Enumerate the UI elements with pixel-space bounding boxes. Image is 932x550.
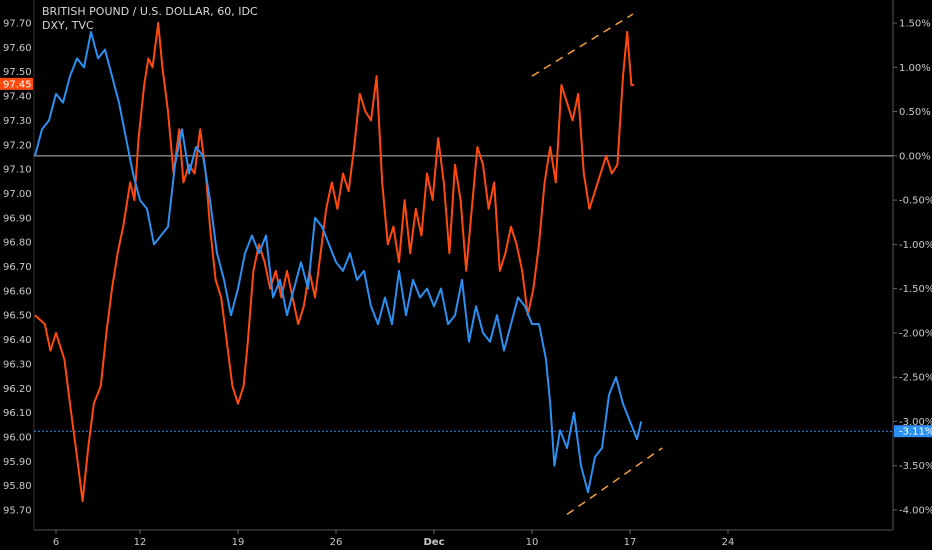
right-tick-label: -2.50% bbox=[899, 373, 932, 384]
left-tick-label: 96.60 bbox=[3, 286, 32, 297]
right-tick-label: 0.50% bbox=[899, 107, 931, 118]
left-tick-label: 96.10 bbox=[3, 408, 32, 419]
right-tick-label: 0.00% bbox=[899, 151, 931, 162]
left-tick-label: 96.00 bbox=[3, 432, 32, 443]
left-tick-label: 97.10 bbox=[3, 165, 32, 176]
left-tick-label: 96.50 bbox=[3, 311, 32, 322]
x-tick-label: 26 bbox=[330, 537, 343, 548]
x-tick-label: 12 bbox=[134, 537, 147, 548]
left-tick-label: 97.50 bbox=[3, 67, 32, 78]
left-tick-label: 96.20 bbox=[3, 384, 32, 395]
trendline-0[interactable] bbox=[531, 13, 634, 77]
right-value-badge-text: -3.11% bbox=[899, 427, 932, 438]
left-tick-label: 96.70 bbox=[3, 262, 32, 273]
right-tick-label: -4.00% bbox=[899, 506, 932, 517]
left-tick-label: 97.00 bbox=[3, 189, 32, 200]
right-tick-label: -1.50% bbox=[899, 284, 932, 295]
left-tick-label: 96.40 bbox=[3, 335, 32, 346]
series-line-0[interactable] bbox=[34, 22, 635, 503]
left-tick-label: 97.40 bbox=[3, 92, 32, 103]
left-tick-label: 95.80 bbox=[3, 481, 32, 492]
right-tick-label: 1.50% bbox=[899, 19, 931, 30]
x-tick-label: 19 bbox=[232, 537, 245, 548]
right-value-badge bbox=[894, 425, 932, 438]
left-tick-label: 96.30 bbox=[3, 359, 32, 370]
x-tick-label: Dec bbox=[423, 537, 444, 548]
right-tick-label: -2.00% bbox=[899, 328, 932, 339]
left-value-badge-text: 97.45 bbox=[3, 79, 32, 90]
right-tick-label: 1.00% bbox=[899, 63, 931, 74]
left-tick-label: 96.90 bbox=[3, 213, 32, 224]
left-tick-label: 97.30 bbox=[3, 116, 32, 127]
left-tick-label: 95.70 bbox=[3, 506, 32, 517]
chart-subtitle: DXY, TVC bbox=[42, 19, 94, 32]
left-tick-label: 96.80 bbox=[3, 238, 32, 249]
left-tick-label: 95.90 bbox=[3, 457, 32, 468]
right-tick-label: -3.00% bbox=[899, 417, 932, 428]
left-value-badge bbox=[0, 77, 33, 90]
x-tick-label: 10 bbox=[526, 537, 539, 548]
left-tick-label: 97.60 bbox=[3, 43, 32, 54]
right-tick-label: -3.50% bbox=[899, 461, 932, 472]
series-line-1[interactable] bbox=[34, 30, 643, 494]
trendline-1[interactable] bbox=[566, 447, 663, 516]
x-tick-label: 6 bbox=[53, 537, 59, 548]
left-tick-label: 97.70 bbox=[3, 19, 32, 30]
right-tick-label: -0.50% bbox=[899, 196, 932, 207]
x-tick-label: 24 bbox=[722, 537, 735, 548]
right-tick-label: -1.00% bbox=[899, 240, 932, 251]
chart-title: BRITISH POUND / U.S. DOLLAR, 60, IDC bbox=[42, 5, 258, 18]
left-tick-label: 97.20 bbox=[3, 140, 32, 151]
x-tick-label: 17 bbox=[624, 537, 637, 548]
